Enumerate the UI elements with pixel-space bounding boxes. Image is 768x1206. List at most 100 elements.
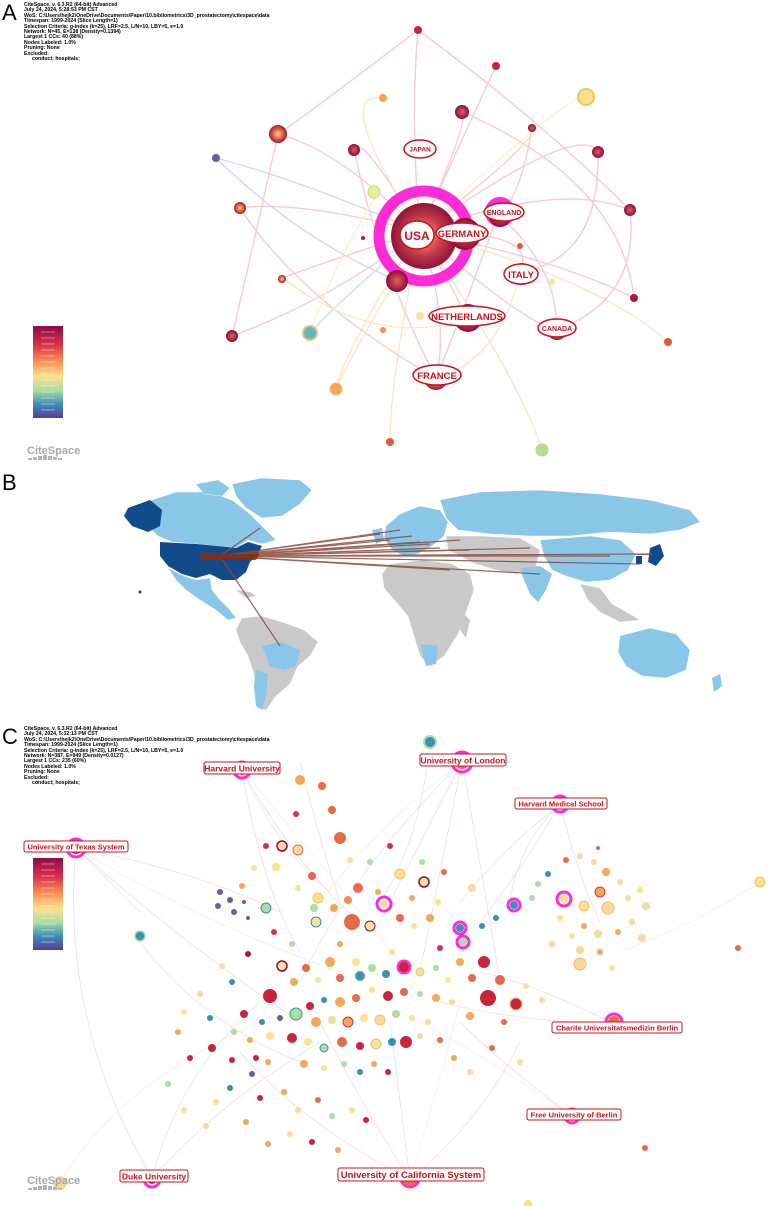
node[interactable]: [342, 1016, 354, 1028]
node[interactable]: [352, 958, 360, 966]
node[interactable]: [134, 930, 146, 942]
node[interactable]: [630, 294, 638, 302]
node[interactable]: [578, 900, 590, 912]
node[interactable]: [315, 977, 321, 983]
node[interactable]: [426, 914, 434, 922]
node[interactable]: [456, 958, 464, 966]
node[interactable]: [181, 1107, 187, 1113]
node[interactable]: [524, 1200, 532, 1206]
node[interactable]: [754, 876, 766, 888]
node[interactable]: [269, 125, 287, 143]
node[interactable]: [309, 1139, 315, 1145]
node[interactable]: [278, 275, 286, 283]
node[interactable]: [370, 1038, 382, 1050]
node[interactable]: [319, 1043, 329, 1053]
node[interactable]: [328, 1016, 336, 1024]
node[interactable]: [289, 1007, 303, 1021]
node[interactable]: [321, 1065, 327, 1071]
node[interactable]: [380, 900, 388, 908]
node[interactable]: [432, 994, 440, 1002]
node[interactable]: [411, 923, 417, 929]
node[interactable]: [386, 270, 408, 292]
node[interactable]: [597, 949, 603, 955]
node[interactable]: [337, 941, 343, 947]
node[interactable]: [335, 997, 345, 1007]
node[interactable]: [247, 1037, 253, 1043]
node[interactable]: [445, 977, 451, 983]
node[interactable]: [501, 1019, 507, 1025]
node[interactable]: [260, 902, 272, 914]
node[interactable]: [271, 929, 277, 935]
node[interactable]: [302, 964, 310, 972]
node[interactable]: [368, 964, 376, 972]
node[interactable]: [344, 914, 360, 930]
node[interactable]: [451, 1055, 457, 1061]
node[interactable]: [203, 1123, 209, 1129]
node[interactable]: [310, 916, 322, 928]
node[interactable]: [239, 883, 245, 889]
node[interactable]: [437, 1037, 443, 1043]
node[interactable]: [425, 1019, 431, 1025]
node[interactable]: [287, 1131, 293, 1137]
node[interactable]: [379, 94, 387, 102]
node[interactable]: [308, 872, 316, 880]
node[interactable]: [400, 1036, 412, 1048]
node[interactable]: [344, 896, 352, 904]
node[interactable]: [302, 325, 318, 341]
node[interactable]: [329, 1113, 335, 1119]
node[interactable]: [468, 884, 476, 892]
node[interactable]: [573, 957, 587, 971]
node[interactable]: [276, 840, 288, 852]
node[interactable]: [295, 775, 305, 785]
node[interactable]: [371, 1061, 377, 1067]
node[interactable]: [415, 967, 425, 977]
node[interactable]: [479, 923, 485, 929]
node[interactable]: [348, 144, 360, 156]
node[interactable]: [300, 1060, 308, 1068]
node[interactable]: [409, 895, 415, 901]
node[interactable]: [638, 934, 646, 942]
node[interactable]: [380, 327, 386, 333]
node[interactable]: [263, 989, 277, 1003]
node[interactable]: [251, 865, 257, 871]
node[interactable]: [493, 915, 499, 921]
node[interactable]: [374, 1014, 386, 1026]
node[interactable]: [259, 1019, 265, 1025]
node[interactable]: [386, 438, 394, 446]
node[interactable]: [449, 999, 455, 1005]
node[interactable]: [353, 883, 363, 893]
node[interactable]: [208, 1044, 216, 1052]
node[interactable]: [417, 1033, 423, 1039]
node[interactable]: [456, 924, 464, 932]
node[interactable]: [629, 919, 635, 925]
node[interactable]: [383, 991, 393, 1001]
node[interactable]: [418, 876, 430, 888]
node[interactable]: [213, 1099, 219, 1105]
node[interactable]: [385, 1069, 391, 1075]
node[interactable]: [642, 1145, 648, 1151]
node[interactable]: [243, 1119, 249, 1125]
node[interactable]: [364, 920, 376, 932]
node[interactable]: [336, 974, 344, 982]
node[interactable]: [394, 868, 406, 880]
node[interactable]: [510, 901, 518, 909]
node[interactable]: [495, 975, 505, 985]
node[interactable]: [369, 987, 375, 993]
node[interactable]: [272, 863, 280, 871]
node[interactable]: [594, 886, 606, 898]
node[interactable]: [231, 909, 237, 915]
node[interactable]: [529, 895, 535, 901]
node[interactable]: [334, 832, 346, 844]
node[interactable]: [367, 185, 381, 199]
node[interactable]: [489, 1045, 495, 1051]
node[interactable]: [509, 997, 523, 1011]
node[interactable]: [637, 887, 643, 893]
node[interactable]: [311, 1017, 321, 1027]
node[interactable]: [321, 997, 327, 1003]
node[interactable]: [396, 914, 404, 922]
node[interactable]: [528, 124, 536, 132]
node[interactable]: [535, 443, 549, 457]
node[interactable]: [234, 202, 246, 214]
node[interactable]: [480, 990, 496, 1006]
node[interactable]: [335, 1147, 341, 1153]
